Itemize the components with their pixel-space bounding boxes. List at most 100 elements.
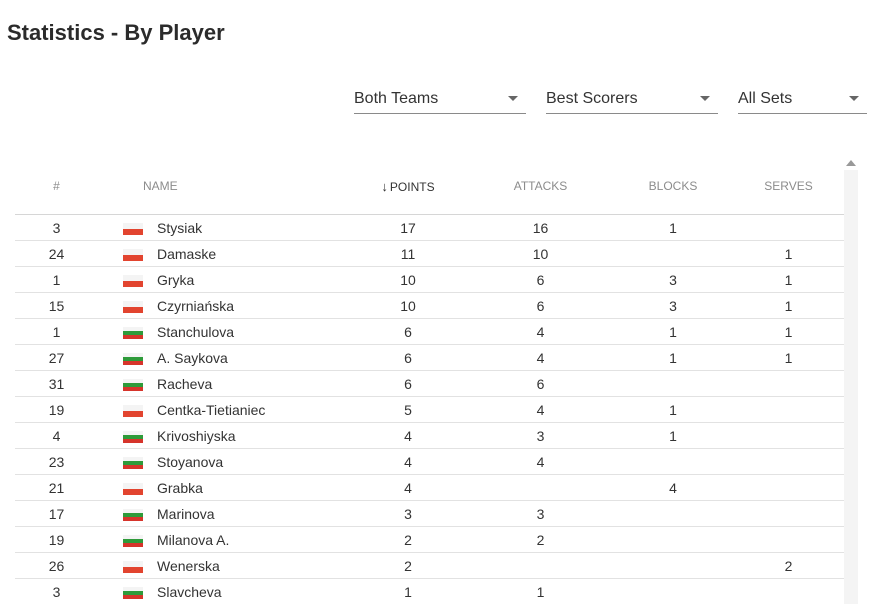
player-blocks — [613, 370, 733, 397]
table-row[interactable]: 24 Damaske 11 10 1 — [15, 240, 844, 267]
player-name-text: Racheva — [157, 375, 213, 392]
player-points: 4 — [348, 448, 468, 475]
caret-down-icon — [700, 96, 710, 101]
player-number: 19 — [15, 396, 98, 423]
flag-icon — [123, 248, 143, 261]
table-row[interactable]: 31 Racheva 6 6 — [15, 370, 844, 397]
player-serves — [733, 422, 844, 449]
player-blocks: 1 — [613, 318, 733, 345]
player-blocks — [613, 526, 733, 553]
player-name-text: Damaske — [157, 245, 217, 262]
player-blocks: 1 — [613, 344, 733, 371]
flag-icon — [123, 560, 143, 573]
column-header-number[interactable]: # — [15, 168, 98, 215]
player-name: Stoyanova — [98, 448, 348, 475]
player-attacks: 4 — [468, 448, 613, 475]
player-points: 2 — [348, 526, 468, 553]
scrollbar-track[interactable] — [844, 170, 858, 604]
team-filter-dropdown[interactable]: Both Teams — [354, 84, 526, 114]
table-header-row: # Name ↓ POINTS ATTACKS BLOCKS SERVES — [15, 168, 844, 215]
player-points: 4 — [348, 422, 468, 449]
table-row[interactable]: 26 Wenerska 2 2 — [15, 552, 844, 579]
player-number: 17 — [15, 500, 98, 527]
table-row[interactable]: 19 Milanova A. 2 2 — [15, 526, 844, 553]
table-row[interactable]: 23 Stoyanova 4 4 — [15, 448, 844, 475]
player-attacks: 3 — [468, 500, 613, 527]
table-row[interactable]: 1 Stanchulova 6 4 1 1 — [15, 318, 844, 345]
player-name: Wenerska — [98, 552, 348, 579]
player-number: 19 — [15, 526, 98, 553]
player-number: 24 — [15, 240, 98, 267]
table-row[interactable]: 3 Stysiak 17 16 1 — [15, 214, 844, 241]
player-name-text: Marinova — [157, 505, 215, 522]
player-name: Slavcheva — [98, 578, 348, 604]
flag-icon — [123, 222, 143, 235]
player-points: 5 — [348, 396, 468, 423]
player-name: Centka-Tietianiec — [98, 396, 348, 423]
flag-icon — [123, 508, 143, 521]
filter-bar: Both Teams Best Scorers All Sets — [354, 84, 867, 114]
player-name: Gryka — [98, 266, 348, 293]
column-header-points-label: POINTS — [389, 179, 435, 194]
player-points: 1 — [348, 578, 468, 604]
column-header-points[interactable]: ↓ POINTS — [348, 168, 468, 215]
flag-icon — [123, 586, 143, 599]
player-serves — [733, 526, 844, 553]
player-serves — [733, 448, 844, 475]
table-row[interactable]: 19 Centka-Tietianiec 5 4 1 — [15, 396, 844, 423]
player-number: 3 — [15, 578, 98, 604]
player-serves: 2 — [733, 552, 844, 579]
player-blocks: 4 — [613, 474, 733, 501]
player-blocks: 1 — [613, 422, 733, 449]
flag-icon — [123, 404, 143, 417]
player-name-text: Czyrniańska — [157, 297, 235, 314]
table-row[interactable]: 17 Marinova 3 3 — [15, 500, 844, 527]
player-number: 31 — [15, 370, 98, 397]
stat-filter-label: Best Scorers — [546, 89, 638, 107]
player-name: Racheva — [98, 370, 348, 397]
player-blocks — [613, 552, 733, 579]
table-row[interactable]: 4 Krivoshiyska 4 3 1 — [15, 422, 844, 449]
player-attacks: 4 — [468, 396, 613, 423]
player-points: 10 — [348, 292, 468, 319]
player-name: Grabka — [98, 474, 348, 501]
table-row[interactable]: 1 Gryka 10 6 3 1 — [15, 266, 844, 293]
flag-icon — [123, 482, 143, 495]
scroll-up-icon[interactable] — [846, 160, 856, 166]
page-title: Statistics - By Player — [7, 20, 225, 45]
player-number: 26 — [15, 552, 98, 579]
column-header-blocks[interactable]: BLOCKS — [613, 168, 733, 215]
table-row[interactable]: 3 Slavcheva 1 1 — [15, 578, 844, 604]
column-header-name[interactable]: Name — [98, 168, 348, 215]
player-name: Damaske — [98, 240, 348, 267]
player-number: 4 — [15, 422, 98, 449]
player-stats-table: # Name ↓ POINTS ATTACKS BLOCKS SERVES 3 St… — [15, 168, 844, 604]
table-row[interactable]: 27 A. Saykova 6 4 1 1 — [15, 344, 844, 371]
player-name: Krivoshiyska — [98, 422, 348, 449]
set-filter-label: All Sets — [738, 89, 793, 107]
player-blocks: 1 — [613, 214, 733, 241]
set-filter-dropdown[interactable]: All Sets — [738, 84, 867, 114]
table-row[interactable]: 21 Grabka 4 4 — [15, 474, 844, 501]
player-serves — [733, 396, 844, 423]
player-attacks: 10 — [468, 240, 613, 267]
column-header-serves[interactable]: SERVES — [733, 168, 844, 215]
player-attacks — [468, 552, 613, 579]
player-serves: 1 — [733, 266, 844, 293]
player-attacks: 2 — [468, 526, 613, 553]
table-row[interactable]: 15 Czyrniańska 10 6 3 1 — [15, 292, 844, 319]
arrow-down-icon: ↓ — [381, 178, 388, 194]
player-name: Stysiak — [98, 214, 348, 241]
team-filter-label: Both Teams — [354, 89, 439, 107]
player-points: 6 — [348, 344, 468, 371]
flag-icon — [123, 430, 143, 443]
player-number: 27 — [15, 344, 98, 371]
player-number: 23 — [15, 448, 98, 475]
player-name-text: Stanchulova — [157, 323, 235, 340]
player-number: 3 — [15, 214, 98, 241]
column-header-attacks[interactable]: ATTACKS — [468, 168, 613, 215]
player-points: 4 — [348, 474, 468, 501]
player-name-text: Centka-Tietianiec — [157, 401, 266, 418]
stat-filter-dropdown[interactable]: Best Scorers — [546, 84, 718, 114]
player-attacks: 1 — [468, 578, 613, 604]
